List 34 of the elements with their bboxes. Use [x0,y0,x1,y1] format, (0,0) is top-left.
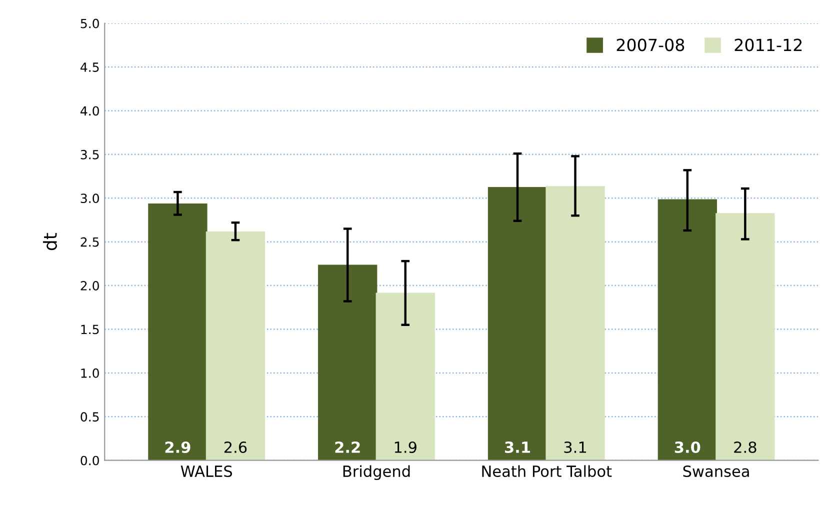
bar [716,213,775,460]
legend-label: 2007-08 [616,38,684,52]
data-label: 2.2 [335,441,360,453]
bar [376,292,435,460]
data-label: 2.9 [165,441,190,454]
y-tick-label: 3.5 [80,150,99,160]
data-label: 2.8 [734,441,756,454]
x-tick-label: WALES [180,465,232,478]
data-label: 2.6 [224,441,247,454]
y-tick-label: 4.5 [80,62,99,72]
data-label: 1.9 [394,441,416,454]
bar [148,204,208,460]
data-label: 3.0 [674,441,700,454]
y-tick-label: 1.5 [81,324,99,334]
y-tick-label: 1.0 [81,368,99,378]
legend-label: 2011-12 [734,38,802,52]
y-tick-label: 0.5 [80,412,99,422]
data-label: 3.1 [504,441,530,454]
bar [206,232,266,460]
bar [318,264,378,460]
x-tick-label: Bridgend [343,465,410,480]
y-tick-label: 5.0 [80,18,99,28]
x-tick-label: Swansea [683,465,749,478]
bar [546,186,605,460]
y-axis-title: dt [42,233,57,250]
bar [658,199,717,460]
data-label: 3.1 [564,441,586,454]
bar [488,186,548,460]
y-tick-label: 0.0 [80,456,99,466]
y-tick-label: 3.0 [80,194,99,204]
y-tick-label: 2.5 [80,237,99,247]
y-tick-label: 2.0 [80,281,99,290]
y-tick-label: 4.0 [80,106,99,116]
x-tick-label: Neath Port Talbot [482,465,612,478]
